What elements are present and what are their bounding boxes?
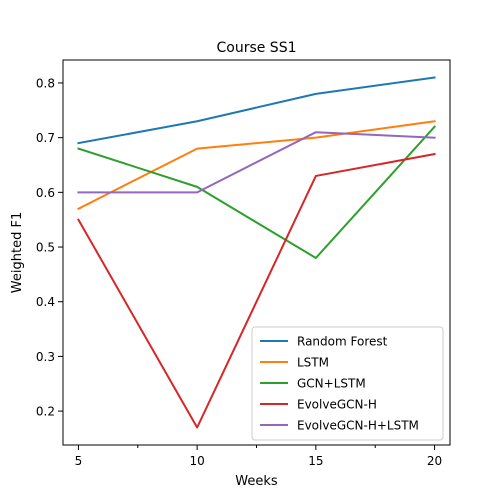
legend-label: EvolveGCN-H	[297, 398, 377, 412]
chart-title: Course SS1	[216, 40, 296, 56]
y-tick-label: 0.7	[36, 131, 55, 145]
series-line-2	[77, 125, 436, 259]
legend-label: LSTM	[297, 356, 329, 370]
x-tick-label: 15	[308, 454, 323, 468]
y-tick-label: 0.2	[36, 405, 55, 419]
legend-label: EvolveGCN-H+LSTM	[297, 419, 419, 433]
legend-box	[251, 326, 444, 441]
series-line-1	[77, 120, 436, 211]
legend: Random Forest LSTM GCN+LSTM EvolveGCN-H Evol…	[251, 326, 444, 441]
legend-label: Random Forest	[297, 335, 388, 349]
x-tick-label: 20	[427, 454, 442, 468]
series-line-0	[77, 76, 436, 145]
series-layer	[77, 76, 436, 429]
y-tick-label: 0.3	[36, 350, 55, 364]
series-line-4	[77, 131, 436, 194]
y-tick-label: 0.8	[36, 76, 55, 90]
y-tick-label: 0.4	[36, 295, 55, 309]
series-line-3	[77, 152, 436, 429]
y-axis-label: Weighted F1	[10, 212, 25, 293]
y-tick-label: 0.5	[36, 241, 55, 255]
y-axis: 0.2 0.3 0.4 0.5 0.6 0.7 0.8	[36, 76, 63, 419]
y-tick-label: 0.6	[36, 186, 55, 200]
x-tick-label: 10	[190, 454, 205, 468]
x-axis-label: Weeks	[235, 474, 278, 489]
legend-label: GCN+LSTM	[297, 377, 366, 391]
x-tick-label: 5	[75, 454, 83, 468]
x-axis: 5 10 15 20	[75, 445, 442, 468]
